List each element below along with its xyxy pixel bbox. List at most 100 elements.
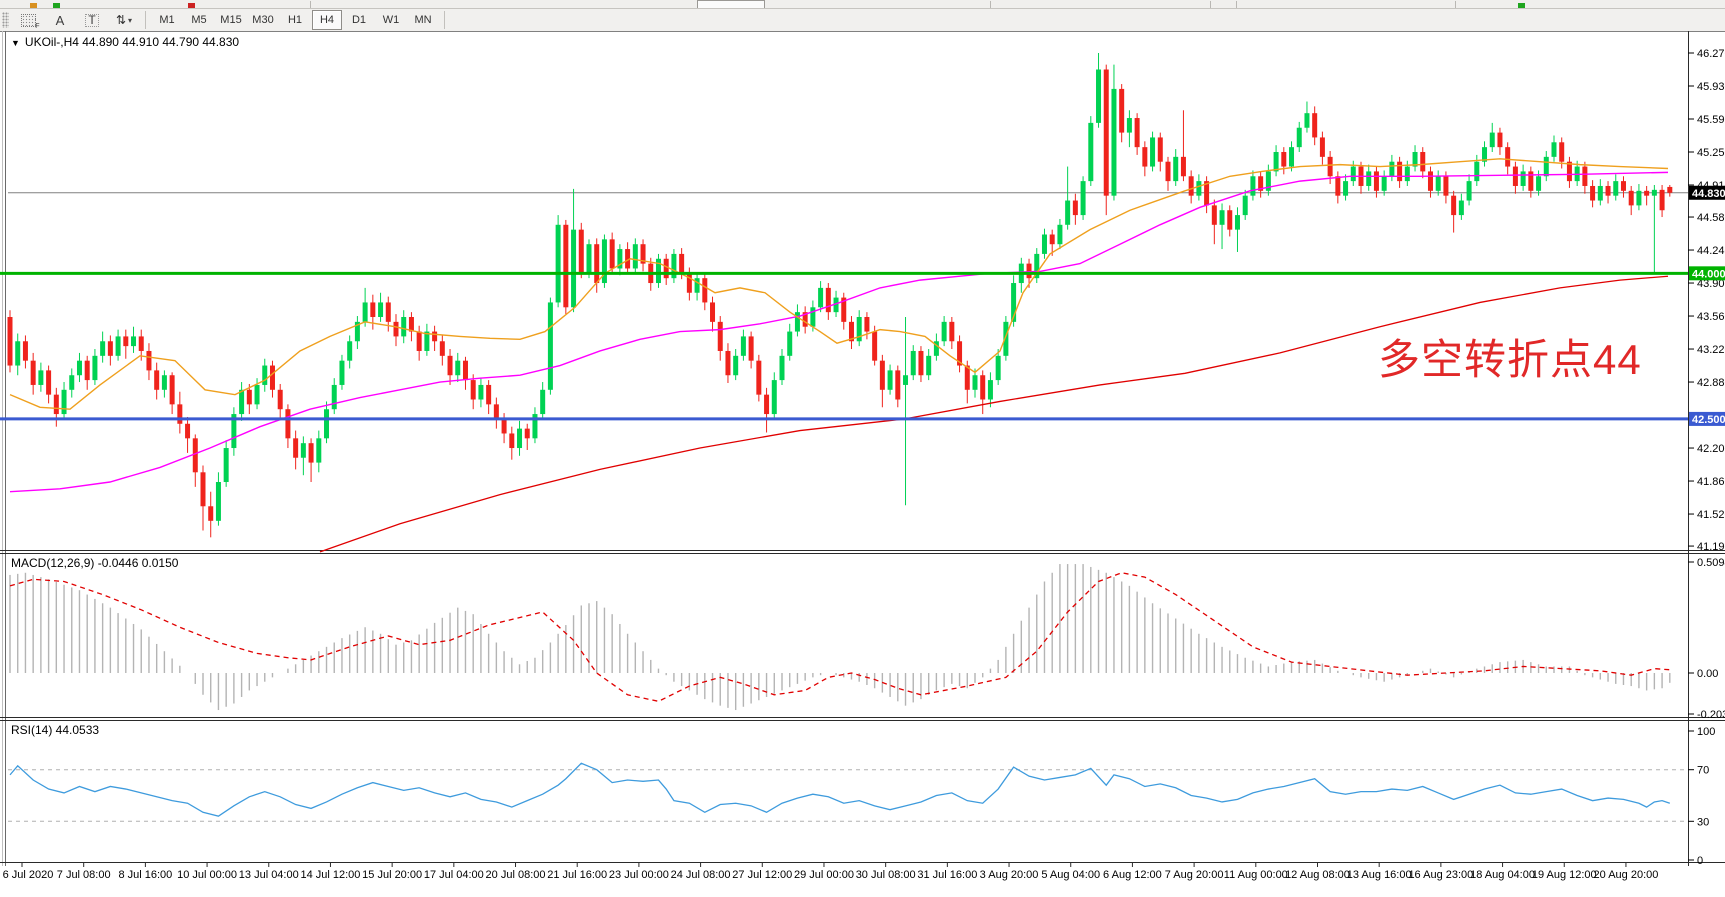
- rsi-axis: 100 70 30 0: [1688, 726, 1715, 867]
- symbol-ohlc-text: UKOil-,H4 44.890 44.910 44.790 44.830: [24, 35, 240, 49]
- timeframe-m15[interactable]: M15: [220, 14, 242, 26]
- svg-text:45.250: 45.250: [1697, 147, 1725, 159]
- toolbar-separator: [1210, 1, 1211, 8]
- chevron-down-icon: ▾: [128, 15, 133, 25]
- candles-layer: [7, 53, 1673, 538]
- svg-text:27 Jul 12:00: 27 Jul 12:00: [732, 869, 792, 881]
- timeframe-d1[interactable]: D1: [351, 14, 367, 26]
- macd-axis: 0.5094 0.00 -0.2032: [1688, 557, 1725, 721]
- timeframe-h4[interactable]: H4: [312, 10, 342, 30]
- svg-text:30 Jul 08:00: 30 Jul 08:00: [856, 869, 916, 881]
- toolbar-separator: [145, 11, 146, 29]
- svg-text:43.560: 43.560: [1697, 311, 1725, 323]
- timeframe-w1[interactable]: W1: [382, 14, 400, 26]
- ma-mid-magenta: [9, 171, 1669, 493]
- clipped-toolbar-row: [0, 0, 1725, 9]
- macd-histogram: [9, 564, 1671, 711]
- svg-text:42.200: 42.200: [1697, 443, 1725, 455]
- svg-text:0.5094: 0.5094: [1697, 557, 1725, 569]
- toolbar-separator: [444, 11, 445, 29]
- svg-text:11 Aug 00:00: 11 Aug 00:00: [1224, 869, 1288, 881]
- svg-text:41.860: 41.860: [1697, 476, 1725, 488]
- toolbar-separator: [990, 1, 991, 8]
- rsi-levels: [8, 769, 1688, 822]
- svg-text:-0.2032: -0.2032: [1697, 709, 1725, 721]
- svg-text:20 Aug 20:00: 20 Aug 20:00: [1594, 869, 1659, 881]
- svg-text:13 Aug 16:00: 13 Aug 16:00: [1347, 869, 1412, 881]
- svg-text:7 Aug 20:00: 7 Aug 20:00: [1165, 869, 1224, 881]
- svg-text:42.500: 42.500: [1692, 414, 1725, 426]
- horizontal-levels[interactable]: [0, 271, 1688, 421]
- clipped-icon: [53, 3, 60, 8]
- chart-canvas[interactable]: 46.27045.93045.59045.25044.91044.58044.2…: [0, 31, 1725, 897]
- svg-text:41.190: 41.190: [1697, 541, 1725, 553]
- macd-indicator-label: MACD(12,26,9) -0.0446 0.0150: [11, 556, 179, 570]
- svg-text:23 Jul 00:00: 23 Jul 00:00: [609, 869, 669, 881]
- svg-text:44.000: 44.000: [1692, 268, 1725, 280]
- swap-arrows-icon: ⇅: [115, 13, 127, 27]
- clipped-pressed-button: [697, 0, 765, 8]
- rsi-line: [9, 762, 1671, 817]
- svg-text:30: 30: [1697, 816, 1709, 828]
- timeframe-m30[interactable]: M30: [252, 14, 274, 26]
- timeframe-mn[interactable]: MN: [414, 14, 432, 26]
- svg-text:0: 0: [1697, 855, 1703, 867]
- clipped-icon: [1518, 3, 1525, 8]
- toolbar-separator: [1455, 1, 1456, 8]
- svg-text:3 Aug 20:00: 3 Aug 20:00: [980, 869, 1039, 881]
- svg-text:18 Aug 04:00: 18 Aug 04:00: [1470, 869, 1535, 881]
- svg-text:46.270: 46.270: [1697, 48, 1725, 60]
- svg-text:31 Jul 16:00: 31 Jul 16:00: [917, 869, 977, 881]
- price-axis: 46.27045.93045.59045.25044.91044.58044.2…: [1688, 48, 1725, 553]
- macd-signal-line: [9, 572, 1670, 703]
- timeframe-m5[interactable]: M5: [191, 14, 207, 26]
- price-badges: 44.830 44.000 42.500: [1689, 185, 1725, 426]
- svg-text:41.520: 41.520: [1697, 509, 1725, 521]
- text-tool-button[interactable]: T: [77, 10, 107, 30]
- svg-text:29 Jul 00:00: 29 Jul 00:00: [794, 869, 854, 881]
- svg-text:45.930: 45.930: [1697, 81, 1725, 93]
- panel-borders: [0, 31, 1725, 866]
- svg-text:5 Aug 04:00: 5 Aug 04:00: [1041, 869, 1100, 881]
- svg-text:42.880: 42.880: [1697, 377, 1725, 389]
- svg-text:0.00: 0.00: [1697, 668, 1718, 680]
- svg-text:70: 70: [1697, 765, 1709, 777]
- svg-text:19 Aug 12:00: 19 Aug 12:00: [1532, 869, 1597, 881]
- arrow-label-button[interactable]: A: [45, 10, 75, 30]
- date-axis: 6 Jul 2020 7 Jul 08:00 8 Jul 16:00 10 Jul 0…: [3, 862, 1659, 881]
- timeframe-m1[interactable]: M1: [159, 14, 175, 26]
- toolbar-separator: [1236, 1, 1237, 8]
- chart-text-annotation[interactable]: 多空转折点44: [1378, 336, 1642, 383]
- svg-text:24 Jul 08:00: 24 Jul 08:00: [671, 869, 731, 881]
- svg-text:44.240: 44.240: [1697, 245, 1725, 257]
- svg-text:15 Jul 20:00: 15 Jul 20:00: [362, 869, 422, 881]
- toolbar-separator: [310, 1, 311, 8]
- chart-toolbar: F A T ⇅ ▾ M1 M5 M15 M30 H1 H4 D1 W1 MN: [0, 9, 1725, 32]
- svg-text:44.580: 44.580: [1697, 212, 1725, 224]
- svg-text:20 Jul 08:00: 20 Jul 08:00: [486, 869, 546, 881]
- objects-button[interactable]: ⇅ ▾: [109, 10, 139, 30]
- svg-text:6 Aug 12:00: 6 Aug 12:00: [1103, 869, 1162, 881]
- svg-text:43.220: 43.220: [1697, 344, 1725, 356]
- clipped-icon: [30, 3, 37, 8]
- timeframe-h1[interactable]: H1: [287, 14, 303, 26]
- svg-text:45.590: 45.590: [1697, 114, 1725, 126]
- svg-text:10 Jul 00:00: 10 Jul 00:00: [177, 869, 237, 881]
- ma-slow-red: [319, 275, 1669, 553]
- svg-text:7 Jul 08:00: 7 Jul 08:00: [57, 869, 111, 881]
- svg-text:21 Jul 16:00: 21 Jul 16:00: [547, 869, 607, 881]
- collapse-triangle-icon: ▼: [11, 38, 20, 48]
- svg-text:100: 100: [1697, 726, 1715, 738]
- svg-text:17 Jul 04:00: 17 Jul 04:00: [424, 869, 484, 881]
- svg-text:6 Jul 2020: 6 Jul 2020: [3, 869, 54, 881]
- chart-window[interactable]: 46.27045.93045.59045.25044.91044.58044.2…: [0, 31, 1725, 897]
- toolbar-grip[interactable]: [2, 12, 9, 28]
- svg-text:12 Aug 08:00: 12 Aug 08:00: [1285, 869, 1350, 881]
- chart-title: ▼ UKOil-,H4 44.890 44.910 44.790 44.830: [11, 35, 239, 49]
- crosshair-grid-button[interactable]: F: [13, 10, 43, 30]
- svg-text:14 Jul 12:00: 14 Jul 12:00: [300, 869, 360, 881]
- svg-text:43.900: 43.900: [1697, 278, 1725, 290]
- ma-fast-orange: [9, 158, 1669, 410]
- rsi-indicator-label: RSI(14) 44.0533: [11, 723, 100, 737]
